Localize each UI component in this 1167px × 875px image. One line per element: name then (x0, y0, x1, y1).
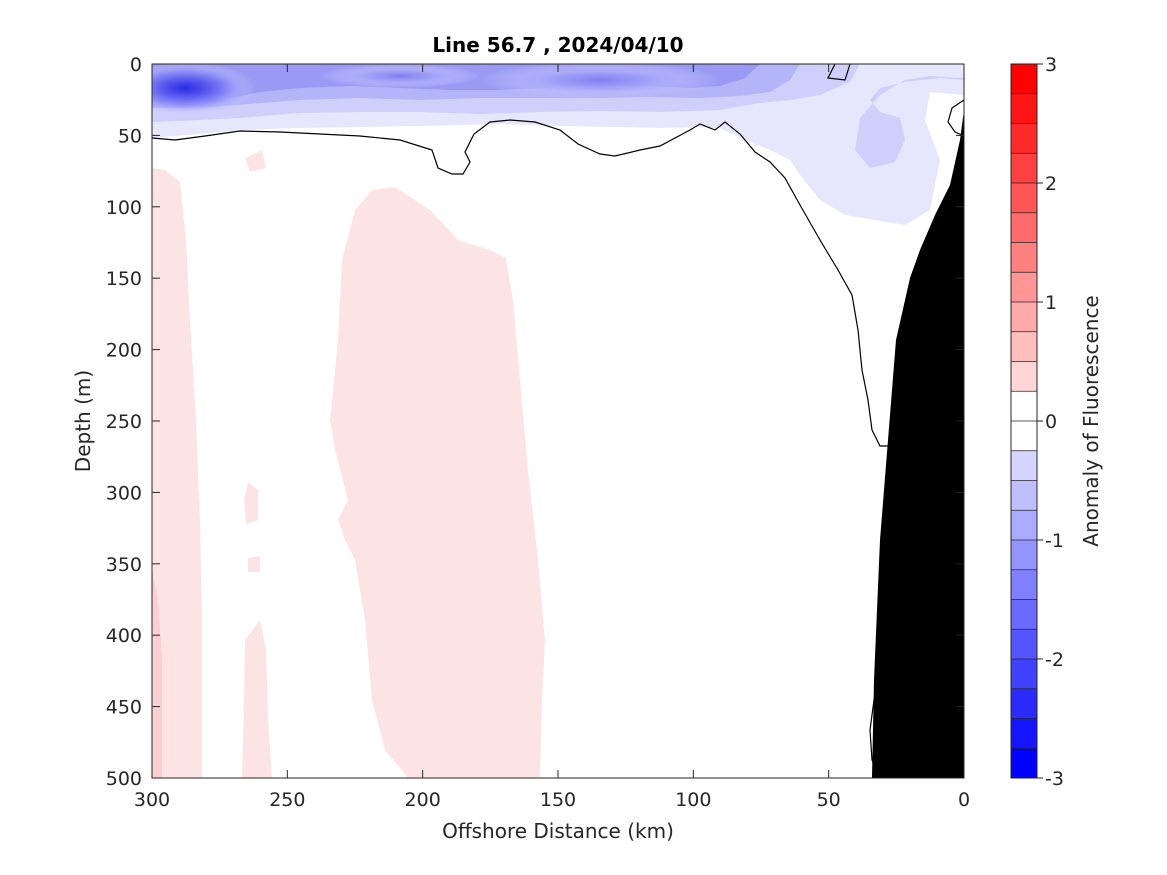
colorbar-tick-label: -2 (1045, 649, 1064, 671)
y-tick-label: 50 (118, 125, 142, 147)
y-axis: 0 50 100 150 200 250 300 350 400 450 500 (106, 54, 964, 790)
positive-anomaly-offshore-core (152, 570, 162, 778)
colorbar-segment (1011, 450, 1037, 481)
x-tick-label: 100 (675, 789, 711, 811)
negative-anomaly-core-west (152, 64, 255, 114)
y-tick-label: 150 (106, 268, 142, 290)
positive-anomaly-patch-small (245, 150, 266, 172)
colorbar-tick-label: 0 (1045, 411, 1057, 433)
colorbar-segment (1011, 629, 1037, 660)
colorbar-segment (1011, 659, 1037, 690)
colorbar-tick-label: 3 (1045, 54, 1057, 76)
y-tick-label: 200 (106, 340, 142, 362)
seafloor-mask (872, 110, 964, 778)
colorbar-segment (1011, 242, 1037, 273)
colorbar-segment (1011, 748, 1037, 779)
colorbar-tick-label: 2 (1045, 173, 1057, 195)
plot-area (152, 64, 964, 778)
chart-title: Line 56.7 , 2024/04/10 (432, 33, 683, 57)
x-axis: 300 250 200 150 100 50 0 (134, 64, 970, 811)
colorbar-segment (1011, 510, 1037, 541)
positive-anomaly-offshore-band (152, 168, 202, 778)
colorbar-segment (1011, 361, 1037, 392)
colorbar-segment (1011, 123, 1037, 154)
colorbar-segment (1011, 93, 1037, 124)
zero-contour-coastal (869, 679, 881, 778)
colorbar-ticks: 3 2 1 0 -1 -2 -3 (1037, 54, 1064, 790)
colorbar-tick-label: -3 (1045, 768, 1064, 790)
colorbar-segment (1011, 540, 1037, 571)
colorbar-tick-label: 1 (1045, 292, 1057, 314)
colorbar-segment (1011, 302, 1037, 333)
y-tick-label: 350 (106, 554, 142, 576)
zero-contour-main (152, 119, 890, 447)
y-tick-label: 300 (106, 482, 142, 504)
x-axis-label: Offshore Distance (km) (442, 819, 674, 843)
negative-anomaly-core-central (480, 64, 720, 98)
y-tick-label: 400 (106, 625, 142, 647)
negative-anomaly-core-mid (320, 64, 480, 88)
colorbar-segment (1011, 569, 1037, 600)
y-axis-label: Depth (m) (71, 370, 95, 472)
colorbar-segment (1011, 599, 1037, 630)
colorbar-segment (1011, 688, 1037, 719)
zero-contour-shelf-loop (947, 99, 964, 137)
colorbar-segment (1011, 212, 1037, 243)
colorbar-segment (1011, 153, 1037, 184)
colorbar-segment (1011, 64, 1037, 95)
x-tick-label: 50 (817, 789, 841, 811)
x-tick-label: 150 (540, 789, 576, 811)
colorbar-label: Anomaly of Fluorescence (1079, 295, 1103, 546)
colorbar-tick-label: -1 (1045, 530, 1064, 552)
colorbar-segment (1011, 331, 1037, 362)
x-tick-label: 200 (405, 789, 441, 811)
colorbar-segment (1011, 421, 1037, 452)
x-tick-label: 0 (958, 789, 970, 811)
positive-anomaly-patch-mid (242, 482, 272, 778)
y-tick-label: 500 (106, 768, 142, 790)
x-tick-label: 300 (134, 789, 170, 811)
y-tick-label: 0 (130, 54, 142, 76)
y-tick-label: 250 (106, 411, 142, 433)
colorbar (1010, 63, 1038, 779)
colorbar-segment (1011, 272, 1037, 303)
y-tick-label: 450 (106, 697, 142, 719)
colorbar-segment (1011, 480, 1037, 511)
zero-contour-surface-loop (827, 64, 851, 81)
colorbar-segment (1011, 183, 1037, 214)
x-tick-label: 250 (269, 789, 305, 811)
positive-anomaly-central-column (330, 187, 545, 778)
colorbar-segment (1011, 391, 1037, 422)
y-tick-label: 100 (106, 197, 142, 219)
colorbar-segment (1011, 718, 1037, 749)
